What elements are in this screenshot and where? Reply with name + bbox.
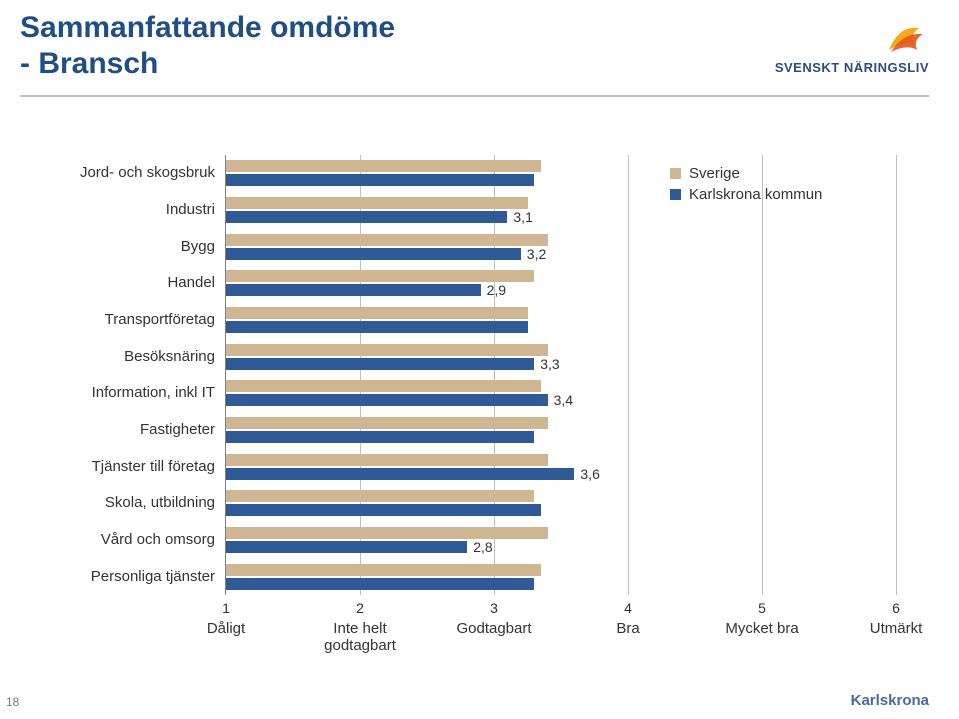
legend-item: Sverige (670, 165, 822, 182)
page-title: Sammanfattande omdöme - Bransch (20, 10, 395, 82)
category-label: Handel (20, 274, 215, 291)
legend: Sverige Karlskrona kommun (670, 165, 822, 207)
gridline (896, 155, 897, 595)
bar (226, 431, 534, 443)
bar (226, 541, 467, 553)
bar (226, 380, 541, 392)
bar (226, 394, 548, 406)
flame-logo-icon (879, 20, 929, 58)
header-rule (20, 95, 929, 97)
value-label: 3,4 (554, 392, 573, 408)
category-label: Jord- och skogsbruk (20, 164, 215, 181)
category-label: Skola, utbildning (20, 494, 215, 511)
bar (226, 490, 534, 502)
legend-label: Karlskrona kommun (689, 186, 822, 203)
x-tick: 1 (222, 600, 230, 616)
legend-swatch (670, 168, 681, 179)
legend-label: Sverige (689, 165, 740, 182)
category-label: Besöksnäring (20, 348, 215, 365)
logo: SVENSKT NÄRINGSLIV (775, 20, 929, 75)
category-label: Tjänster till företag (20, 458, 215, 475)
x-axis-label: Mycket bra (725, 620, 798, 637)
category-label: Personliga tjänster (20, 568, 215, 585)
x-axis-label: Dåligt (207, 620, 245, 637)
bar (226, 417, 548, 429)
bar (226, 468, 574, 480)
plot-area: 1Dåligt2Inte heltgodtagbart3Godtagbart4B… (225, 155, 896, 595)
page-number: 18 (6, 695, 19, 709)
category-label: Industri (20, 201, 215, 218)
bar (226, 578, 534, 590)
value-label: 3,2 (527, 246, 546, 262)
bar (226, 307, 528, 319)
x-axis-label: Bra (616, 620, 639, 637)
bar (226, 358, 534, 370)
bar (226, 454, 548, 466)
bar (226, 344, 548, 356)
title-line2: - Bransch (20, 47, 158, 80)
footer-location: Karlskrona (851, 692, 929, 709)
logo-text: SVENSKT NÄRINGSLIV (775, 60, 929, 75)
value-label: 2,8 (473, 539, 492, 555)
bar (226, 211, 507, 223)
bar (226, 284, 481, 296)
gridline (762, 155, 763, 595)
value-label: 3,3 (540, 356, 559, 372)
bar (226, 504, 541, 516)
bar (226, 197, 528, 209)
legend-item: Karlskrona kommun (670, 186, 822, 203)
gridline (628, 155, 629, 595)
value-label: 3,6 (580, 466, 599, 482)
x-tick: 6 (892, 600, 900, 616)
bar (226, 527, 548, 539)
bar (226, 564, 541, 576)
category-label: Bygg (20, 238, 215, 255)
category-label: Fastigheter (20, 421, 215, 438)
x-tick: 5 (758, 600, 766, 616)
category-label: Information, inkl IT (20, 384, 215, 401)
bar (226, 270, 534, 282)
legend-swatch (670, 189, 681, 200)
category-label: Vård och omsorg (20, 531, 215, 548)
bar (226, 234, 548, 246)
bar (226, 248, 521, 260)
value-label: 2,9 (487, 282, 506, 298)
x-tick: 2 (356, 600, 364, 616)
x-axis-label: Godtagbart (456, 620, 531, 637)
bar (226, 321, 528, 333)
branch-chart: 1Dåligt2Inte heltgodtagbart3Godtagbart4B… (20, 155, 920, 635)
title-line1: Sammanfattande omdöme (20, 11, 395, 44)
x-axis-label: Inte heltgodtagbart (324, 620, 396, 654)
x-tick: 3 (490, 600, 498, 616)
bar (226, 174, 534, 186)
category-label: Transportföretag (20, 311, 215, 328)
value-label: 3,1 (513, 209, 532, 225)
bar (226, 160, 541, 172)
x-tick: 4 (624, 600, 632, 616)
x-axis-label: Utmärkt (870, 620, 923, 637)
